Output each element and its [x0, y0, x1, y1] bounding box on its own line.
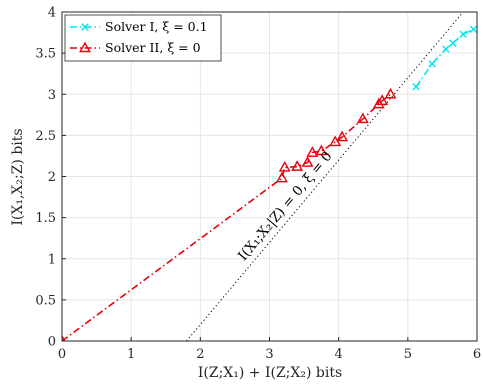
- triangle-marker: [306, 146, 319, 157]
- triangle-marker: [376, 94, 389, 106]
- x-tick-label: 4: [335, 347, 343, 362]
- x-tick-label: 2: [196, 347, 204, 362]
- x-axis-label: I(Z;X₁) + I(Z;X₂) bits: [198, 365, 342, 381]
- x-marker: [469, 25, 477, 33]
- legend: Solver I, ξ = 0.1 Solver II, ξ = 0: [64, 14, 222, 62]
- triangle-marker: [372, 97, 385, 109]
- reference-line: [186, 12, 464, 341]
- legend-box: [64, 14, 222, 62]
- y-tick-label: 0.5: [35, 293, 56, 308]
- legend-entry-1: Solver I, ξ = 0.1: [105, 19, 208, 34]
- series-1: [412, 25, 477, 91]
- y-tick-label: 2: [48, 170, 56, 185]
- legend-sample-2: [70, 41, 100, 53]
- y-tick-label: 4: [48, 6, 56, 21]
- series-2: [62, 87, 397, 341]
- legend-entry-2: Solver II, ξ = 0: [105, 40, 201, 55]
- x-tick-label: 3: [265, 347, 273, 362]
- y-tick-label: 0: [48, 335, 56, 350]
- legend-sample-1: [70, 23, 100, 31]
- y-tick-label: 1.5: [35, 211, 56, 226]
- y-tick-label: 1: [48, 252, 56, 267]
- triangle-marker: [291, 160, 304, 171]
- triangle-marker: [356, 112, 369, 124]
- x-marker: [449, 39, 457, 47]
- triangle-marker: [79, 41, 91, 53]
- triangle-marker: [384, 87, 397, 99]
- x-marker: [412, 83, 420, 91]
- triangle-marker: [336, 130, 349, 142]
- x-marker: [459, 30, 467, 38]
- y-tick-label: 3.5: [35, 47, 56, 62]
- x-marker: [442, 45, 450, 53]
- triangle-marker: [278, 161, 291, 172]
- reference-line-group: [186, 12, 464, 341]
- x-tick-label: 6: [473, 347, 481, 362]
- ticks: 0 1 2 3 4 5 6 0 0.5 1 1.5 2 2.5 3 3.5 4: [35, 6, 481, 363]
- triangle-marker: [276, 171, 288, 183]
- triangle-marker: [315, 144, 328, 156]
- x-tick-label: 1: [127, 347, 135, 362]
- y-tick-label: 2.5: [35, 129, 56, 144]
- x-tick-label: 0: [58, 347, 66, 362]
- series-group: [62, 25, 477, 341]
- y-axis-label: I(X₁,X₂;Z) bits: [10, 128, 26, 225]
- x-marker: [428, 60, 436, 68]
- triangle-marker: [301, 156, 314, 167]
- x-tick-label: 5: [404, 347, 412, 362]
- triangle-marker: [62, 334, 66, 341]
- y-tick-label: 3: [48, 88, 56, 103]
- x-marker: [81, 23, 89, 31]
